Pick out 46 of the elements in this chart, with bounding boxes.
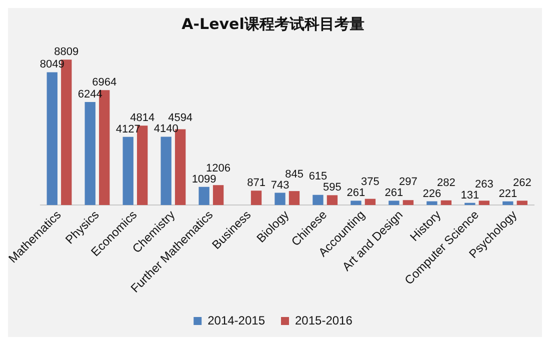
bar [440,200,452,206]
data-label: 375 [361,176,380,188]
bar [426,201,438,206]
bar [464,202,476,206]
data-label: 743 [270,179,290,192]
bar [478,200,490,206]
data-label: 131 [460,189,480,202]
bar [84,102,96,206]
bar [250,190,262,206]
data-label: 1099 [192,173,216,186]
bar [326,195,338,206]
data-label: 871 [247,177,266,190]
data-label: 261 [384,187,404,200]
data-label: 262 [512,176,532,189]
bar [502,201,514,206]
bar [288,191,300,206]
legend-label: 2014-2015 [208,313,266,328]
bar [350,200,362,206]
bar [274,192,286,206]
data-label: 226 [422,188,442,200]
bar [198,186,210,206]
bar [160,136,172,206]
data-label: 4140 [154,123,178,136]
bar [312,194,324,206]
data-label: 263 [474,178,494,190]
data-label: 1206 [206,162,231,174]
bar [388,200,400,206]
data-label: 4594 [168,112,193,124]
data-label: 4814 [130,112,155,124]
data-label: 297 [399,176,418,188]
data-label: 845 [285,168,304,180]
data-label: 6964 [92,76,117,89]
data-label: 615 [308,170,328,183]
bar [46,72,58,206]
chart-title: A-Level课程考试科目考量 [182,14,364,33]
data-label: 261 [346,187,366,200]
data-label: 221 [498,188,518,200]
data-label: 282 [436,176,456,189]
bar [516,200,528,206]
bar [364,198,376,206]
bar [122,136,134,206]
bar [212,185,224,206]
legend-label: 2015-2016 [295,313,353,328]
data-label: 595 [323,182,342,194]
data-label: 8809 [54,46,79,58]
bar [402,200,414,206]
